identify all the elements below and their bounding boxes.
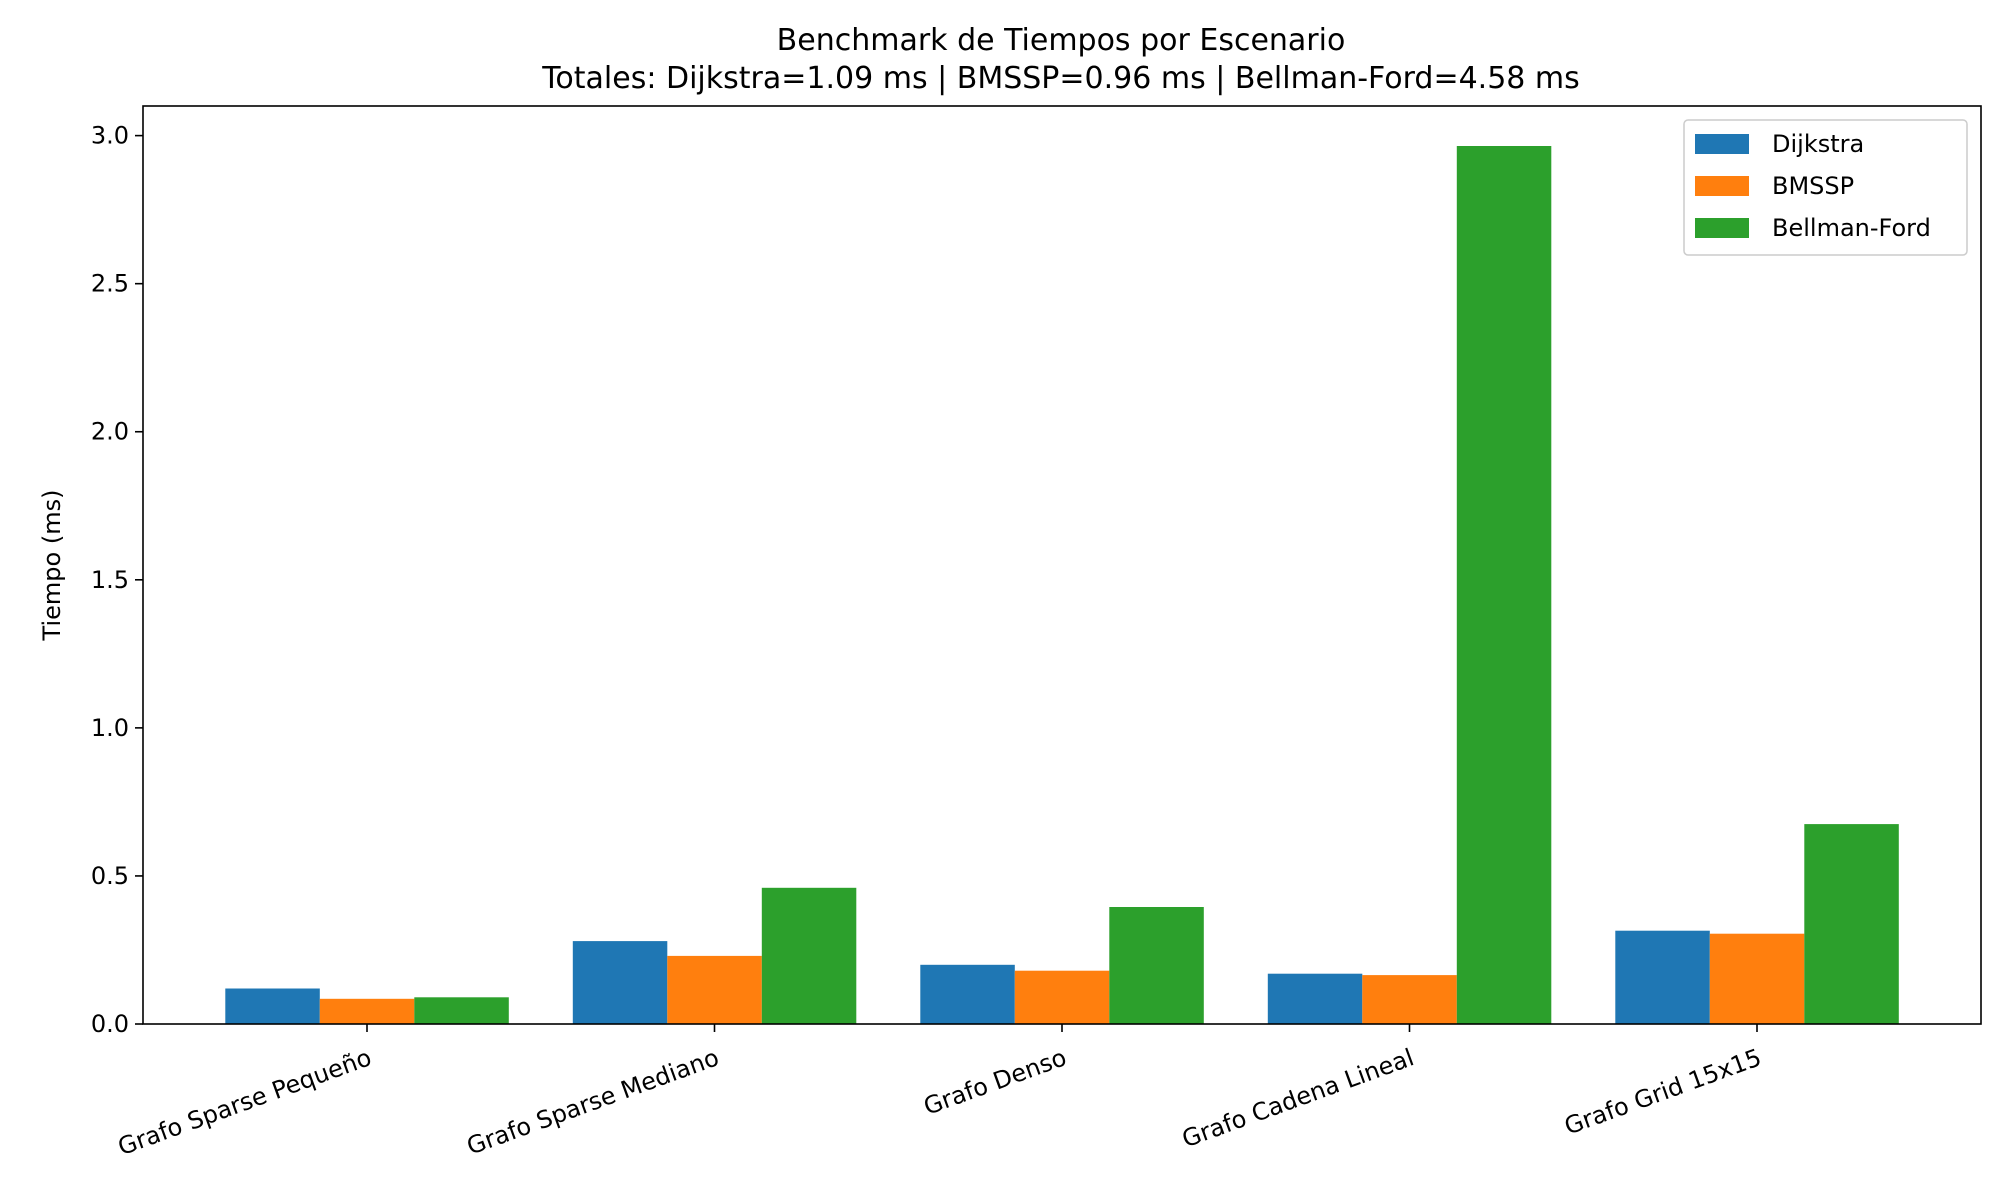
legend-swatch: [1695, 218, 1749, 238]
bar-bmssp-5: [1709, 933, 1805, 1024]
legend: Dijkstra BMSSP Bellman-Ford: [1683, 119, 1968, 256]
legend-swatch: [1695, 176, 1749, 196]
y-tick-label: 2.0: [91, 418, 129, 446]
legend-swatch: [1695, 134, 1749, 154]
bar-bmssp-2: [667, 955, 762, 1024]
bar-dijkstra-5: [1615, 930, 1710, 1024]
bar-dijkstra-3: [920, 964, 1015, 1024]
y-tick-label: 0.0: [91, 1010, 129, 1038]
x-tick-label: Grafo Denso: [920, 1043, 1070, 1120]
bar-bellman-ford-3: [1109, 907, 1204, 1024]
legend-label: Bellman-Ford: [1772, 214, 1931, 242]
bar-dijkstra-1: [225, 988, 320, 1024]
y-tick-label: 3.0: [91, 122, 129, 150]
y-tick-label: 0.5: [91, 862, 129, 890]
bar-dijkstra-4: [1267, 973, 1363, 1024]
bar-bellman-ford-5: [1804, 824, 1899, 1024]
y-tick-label: 1.5: [91, 566, 129, 594]
bar-bmssp-3: [1014, 970, 1110, 1024]
chart-subtitle: Totales: Dijkstra=1.09 ms | BMSSP=0.96 m…: [541, 61, 1580, 96]
x-tick-label: Grafo Cadena Lineal: [1178, 1043, 1417, 1153]
bar-bellman-ford-4: [1456, 146, 1552, 1024]
bar-bellman-ford-2: [761, 887, 857, 1024]
bar-dijkstra-2: [572, 941, 668, 1024]
bar-bellman-ford-1: [414, 997, 509, 1024]
legend-label: Dijkstra: [1772, 130, 1864, 158]
bars-group: [225, 146, 1899, 1024]
bar-bmssp-1: [319, 998, 415, 1024]
x-tick-label: Grafo Sparse Mediano: [463, 1043, 722, 1160]
x-tick-label: Grafo Sparse Pequeño: [114, 1043, 375, 1161]
y-tick-label: 1.0: [91, 714, 129, 742]
legend-label: BMSSP: [1772, 172, 1854, 200]
x-tick-label: Grafo Grid 15x15: [1561, 1043, 1765, 1140]
chart-title: Benchmark de Tiempos por Escenario: [777, 23, 1346, 58]
y-axis-label: Tiempo (ms): [38, 490, 66, 642]
y-tick-label: 2.5: [91, 270, 129, 298]
bar-bmssp-4: [1362, 975, 1457, 1024]
legend-box: [1683, 119, 1968, 256]
